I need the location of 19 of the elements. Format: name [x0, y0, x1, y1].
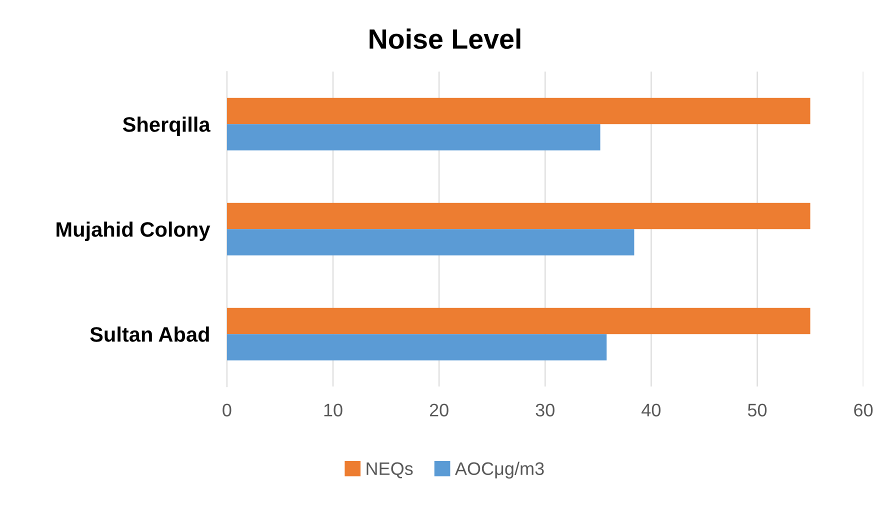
- bar: [226, 334, 607, 360]
- x-tick-label: 10: [324, 404, 342, 416]
- x-tick-label: 30: [536, 404, 554, 416]
- x-tick-label: 20: [430, 404, 448, 416]
- y-tick-label: Sultan Abad: [90, 326, 209, 342]
- chart-title: Noise Level: [370, 28, 520, 49]
- x-tick-label: 0: [222, 404, 232, 416]
- y-tick-label: Sherqilla: [122, 116, 210, 136]
- legend-label: NEQs: [366, 462, 413, 478]
- bar: [226, 124, 600, 150]
- x-tick-label: 40: [642, 404, 661, 416]
- y-tick-label: Mujahid Colony: [56, 222, 210, 241]
- bar: [226, 98, 810, 124]
- x-tick-label: 60: [854, 404, 873, 416]
- legend-label: AOCμg/m3: [454, 462, 544, 479]
- bar: [226, 202, 810, 230]
- x-tick-label: 50: [748, 404, 767, 416]
- bar: [226, 229, 634, 256]
- bar: [226, 308, 810, 334]
